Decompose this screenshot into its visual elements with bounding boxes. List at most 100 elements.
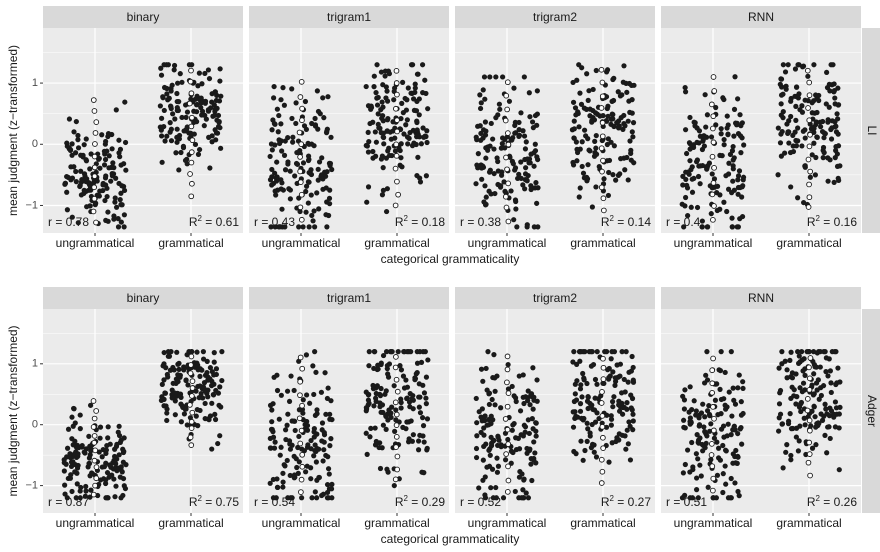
data-point <box>267 402 274 408</box>
data-point <box>604 67 611 73</box>
data-point <box>77 495 83 501</box>
points-group <box>679 62 843 230</box>
data-point <box>831 81 837 87</box>
panel-strip-label: trigram1 <box>327 10 371 24</box>
data-point <box>697 462 703 468</box>
data-point <box>533 420 539 426</box>
data-point <box>324 481 331 488</box>
data-point <box>617 373 623 379</box>
data-point <box>275 484 281 491</box>
data-point <box>828 136 835 142</box>
data-point <box>304 463 310 469</box>
data-point <box>740 410 746 417</box>
data-point <box>823 406 829 412</box>
open-data-point <box>90 424 97 430</box>
data-point <box>312 122 319 128</box>
panel-strip <box>455 6 655 28</box>
data-point <box>790 132 796 139</box>
data-point <box>476 485 482 491</box>
panel-strip <box>43 287 243 309</box>
data-point <box>189 349 195 355</box>
data-point <box>364 199 370 205</box>
data-point <box>616 402 622 408</box>
data-point <box>618 115 624 121</box>
data-point <box>123 167 129 173</box>
data-point <box>704 433 710 439</box>
data-point <box>117 197 123 203</box>
data-point <box>603 424 610 430</box>
data-point <box>606 169 612 176</box>
data-point <box>372 129 378 135</box>
data-point <box>823 369 829 375</box>
data-point <box>174 107 180 114</box>
data-point <box>215 440 221 447</box>
data-point <box>516 446 523 452</box>
data-point <box>704 349 710 355</box>
data-point <box>483 365 489 372</box>
data-point <box>717 206 723 212</box>
data-point <box>681 417 687 423</box>
data-point <box>307 400 313 406</box>
data-point <box>682 194 689 201</box>
data-point <box>813 442 819 448</box>
data-point <box>813 424 819 430</box>
data-point <box>729 224 735 230</box>
data-point <box>708 134 715 140</box>
data-point <box>688 204 694 210</box>
data-point <box>820 144 827 151</box>
data-point <box>88 487 94 493</box>
data-point <box>179 79 185 85</box>
data-point <box>689 189 696 195</box>
open-data-point <box>297 179 304 186</box>
data-point <box>531 439 537 445</box>
data-point <box>64 495 70 501</box>
data-point <box>496 101 502 107</box>
data-point <box>193 388 199 394</box>
data-point <box>581 175 587 181</box>
data-point <box>817 364 823 370</box>
data-point <box>735 96 741 102</box>
data-point <box>377 391 383 397</box>
data-point <box>170 111 176 117</box>
data-point <box>64 445 71 451</box>
data-point <box>621 376 627 383</box>
data-point <box>306 224 312 230</box>
open-data-point <box>91 439 98 446</box>
data-point <box>829 349 835 355</box>
data-point <box>604 141 610 148</box>
data-point <box>288 373 294 379</box>
data-point <box>102 175 109 181</box>
data-point <box>719 153 725 159</box>
data-point <box>590 361 597 368</box>
data-point <box>628 147 634 153</box>
open-data-point <box>504 79 511 86</box>
open-data-point <box>92 130 99 136</box>
data-point <box>160 94 166 100</box>
data-point <box>164 417 170 424</box>
open-data-point <box>296 415 303 422</box>
data-point <box>776 401 783 407</box>
data-point <box>182 102 189 108</box>
data-point <box>164 133 170 139</box>
x-category-label: grammatical <box>570 236 635 250</box>
data-point <box>380 165 386 171</box>
data-point <box>269 419 275 425</box>
data-point <box>809 152 815 158</box>
data-point <box>485 349 491 355</box>
data-point <box>300 397 306 403</box>
data-point <box>723 406 729 412</box>
data-point <box>412 81 418 87</box>
open-data-point <box>392 202 399 209</box>
data-point <box>210 113 216 119</box>
data-point <box>398 399 404 406</box>
data-point <box>528 183 534 189</box>
data-point <box>176 167 182 173</box>
data-point <box>737 133 744 139</box>
data-point <box>119 469 125 475</box>
data-point <box>281 152 288 158</box>
open-data-point <box>598 480 605 486</box>
data-point <box>168 126 174 132</box>
data-point <box>269 147 275 153</box>
open-data-point <box>297 204 304 211</box>
data-point <box>625 118 631 124</box>
